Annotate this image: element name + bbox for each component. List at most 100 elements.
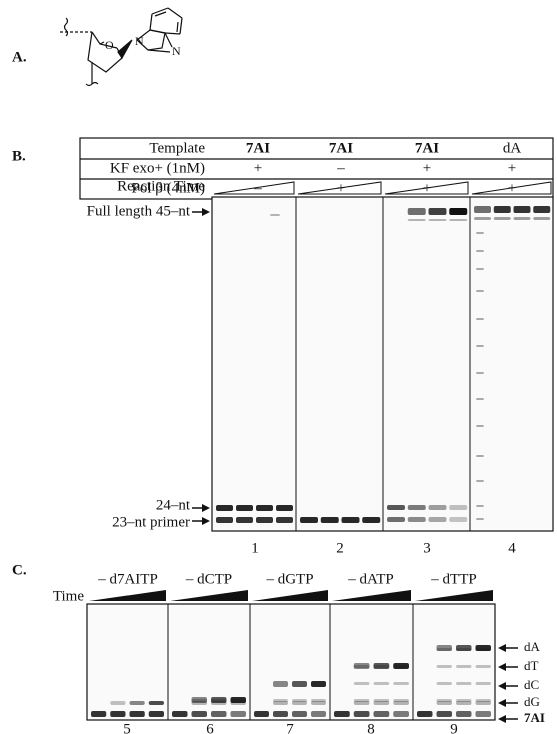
gel-band [373, 711, 390, 717]
gel-band [393, 682, 409, 685]
gel [86, 603, 496, 721]
gel-band [475, 701, 491, 705]
gel-band [292, 681, 307, 687]
gel-band [428, 219, 447, 221]
gel-band [407, 505, 426, 510]
table-cell: 7AI [415, 140, 439, 156]
gel-band [428, 505, 447, 510]
gel-band [393, 663, 409, 669]
gel-band [236, 517, 253, 523]
gel-band [311, 701, 326, 705]
gel-band [311, 681, 326, 687]
gel-band [475, 645, 491, 651]
lane-number: 4 [508, 540, 516, 556]
table-cell: + [423, 180, 431, 196]
gel-band [474, 206, 491, 213]
gel-band [475, 711, 491, 717]
gel-band [148, 701, 164, 705]
gel-band [110, 701, 126, 705]
atom-label: O [105, 38, 114, 52]
table-cell: 7AI [246, 140, 270, 156]
gel-band [456, 645, 472, 651]
arrow-head [202, 517, 210, 525]
time-wedge [297, 181, 382, 195]
gel-band [475, 665, 491, 668]
band-label: 7AI [524, 710, 545, 725]
gel-band [387, 517, 405, 522]
gel-band [407, 219, 426, 221]
gel-band [436, 701, 452, 705]
gel-band [513, 206, 531, 213]
table-cell: + [337, 180, 345, 196]
gel-band [493, 206, 511, 213]
lane-number: 9 [450, 721, 458, 734]
gel-band [476, 505, 484, 507]
gel-band [475, 699, 491, 702]
gel-band [292, 699, 307, 702]
gel-band [474, 217, 491, 220]
gel-band [311, 699, 326, 702]
gel-band [476, 345, 484, 347]
time-label: Time [53, 588, 84, 604]
gel-band [436, 711, 452, 717]
table-cell: + [423, 160, 431, 176]
gel-band [353, 682, 370, 685]
time-wedge [170, 590, 248, 601]
gel-band [407, 517, 426, 522]
arrow-head [498, 699, 506, 707]
gel-band [91, 711, 107, 717]
band-label: dT [524, 658, 539, 673]
gel-band [311, 711, 326, 717]
atom-label: N [135, 34, 144, 48]
gel-band [211, 711, 227, 717]
gel-band [276, 505, 293, 511]
table-cell: + [508, 160, 516, 176]
gel-band [428, 517, 447, 522]
gel-band [449, 219, 468, 221]
gel-band [334, 711, 350, 717]
gel-band [276, 517, 293, 523]
gel-band [191, 711, 207, 717]
gel-band [216, 505, 233, 511]
reaction-time-label: Reaction Time [117, 178, 205, 194]
lane-header: – dCTP [185, 571, 232, 587]
gel-band [373, 663, 390, 669]
table-cell: 7AI [329, 140, 353, 156]
table-cell: – [253, 180, 262, 196]
gel-band [476, 250, 484, 252]
band-label: dC [524, 677, 539, 692]
arrow-head [498, 663, 506, 671]
gel-band [292, 711, 307, 717]
lane-number: 1 [251, 540, 259, 556]
gel-band [230, 697, 246, 703]
gel-band [436, 699, 452, 702]
gel-band [341, 517, 360, 523]
gel-band [456, 665, 472, 668]
gel-band [236, 505, 253, 511]
panel-label: A. [12, 49, 27, 65]
atom-label: N [172, 44, 181, 58]
panel-label: B. [12, 148, 26, 164]
panel-label: C. [12, 562, 27, 578]
gel-band [456, 701, 472, 705]
lane-header: – dGTP [265, 571, 313, 587]
gel-band [476, 398, 484, 400]
lane-number: 3 [423, 540, 431, 556]
gel-band [393, 701, 409, 705]
gel-band [476, 480, 484, 482]
gel-band [456, 699, 472, 702]
lane-header: – d7AITP [97, 571, 158, 587]
gel-band [273, 711, 288, 717]
time-wedge [415, 590, 493, 601]
gel-band [428, 208, 447, 215]
band-label: dA [524, 639, 541, 654]
gel-band [300, 517, 318, 523]
table-cell: + [508, 180, 516, 196]
row-header: Pol β (4nM) [132, 180, 205, 196]
time-wedge [471, 181, 552, 195]
gel-band [129, 701, 145, 705]
gel-band [417, 711, 433, 717]
lane-number: 6 [206, 721, 214, 734]
lane-number: 2 [336, 540, 344, 556]
